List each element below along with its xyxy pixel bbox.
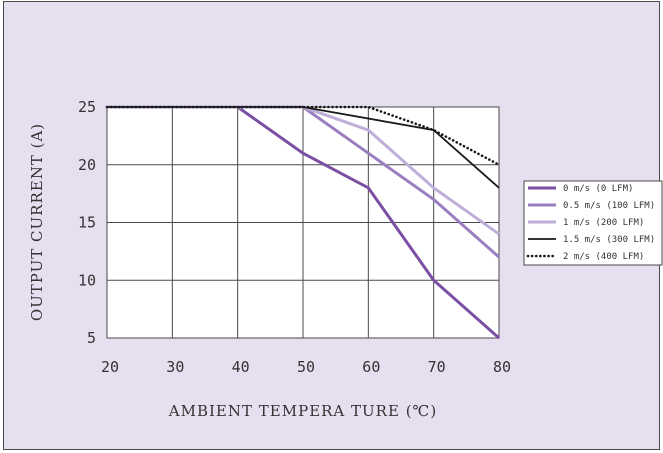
x-tick-label: 30 bbox=[166, 358, 184, 376]
y-tick-label: 25 bbox=[78, 98, 96, 116]
x-tick-labels: 20 30 40 50 60 70 80 bbox=[101, 358, 511, 376]
legend-label-2: 1 m/s (200 LFM) bbox=[563, 218, 644, 228]
x-tick-label: 70 bbox=[428, 358, 446, 376]
x-axis-title: AMBIENT TEMPERA TURE (℃) bbox=[168, 402, 437, 420]
x-tick-label: 50 bbox=[297, 358, 315, 376]
legend-label-1: 0.5 m/s (100 LFM) bbox=[563, 201, 655, 211]
legend-label-4: 2 m/s (400 LFM) bbox=[563, 252, 644, 262]
y-tick-label: 15 bbox=[78, 214, 96, 232]
y-axis-title: OUTPUT CURRENT (A) bbox=[28, 123, 46, 321]
x-tick-label: 40 bbox=[232, 358, 250, 376]
legend: 0 m/s (0 LFM) 0.5 m/s (100 LFM) 1 m/s (200… bbox=[523, 180, 663, 266]
x-tick-label: 20 bbox=[101, 358, 119, 376]
y-tick-label: 10 bbox=[78, 271, 96, 289]
legend-label-3: 1.5 m/s (300 LFM) bbox=[563, 235, 655, 245]
y-tick-label: 5 bbox=[87, 329, 96, 347]
series-line-4 bbox=[105, 105, 501, 167]
y-tick-label: 20 bbox=[78, 156, 96, 174]
legend-label-0: 0 m/s (0 LFM) bbox=[563, 184, 633, 194]
y-tick-labels: 5 10 15 20 25 bbox=[78, 98, 96, 347]
series-lines bbox=[105, 105, 501, 340]
x-tick-label: 80 bbox=[493, 358, 511, 376]
x-tick-label: 60 bbox=[362, 358, 380, 376]
